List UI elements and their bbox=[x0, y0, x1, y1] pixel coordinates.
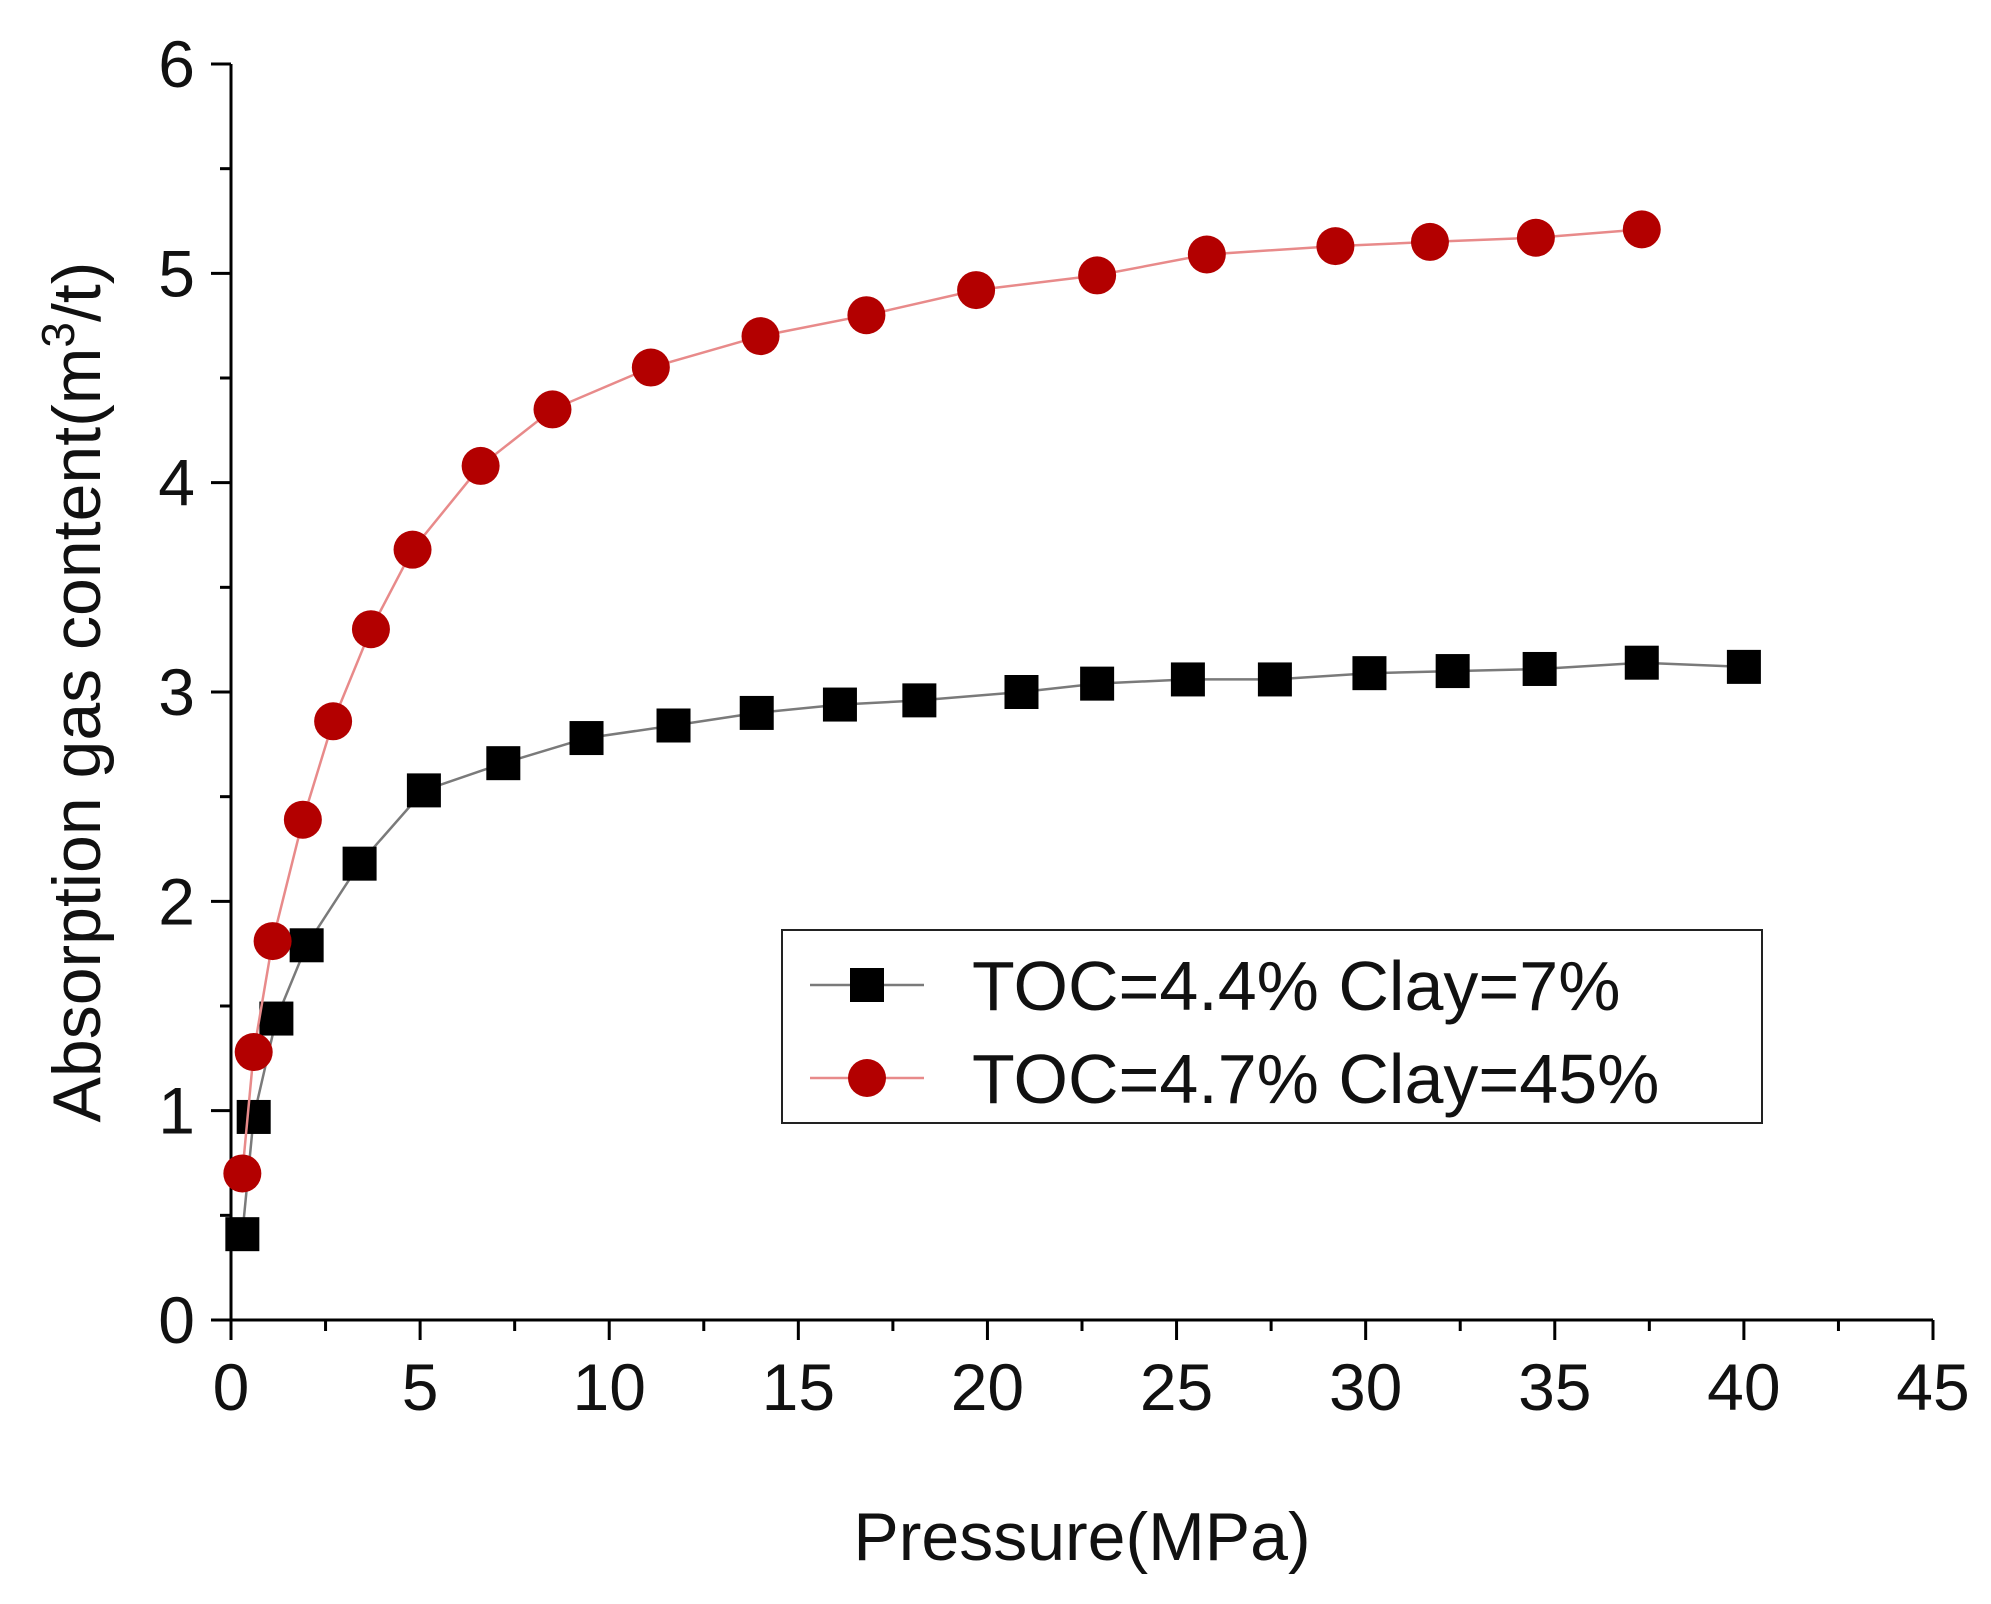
data-point bbox=[822, 687, 857, 722]
data-point bbox=[1622, 210, 1661, 249]
data-point bbox=[741, 317, 780, 356]
data-point bbox=[1410, 222, 1449, 261]
data-point bbox=[1624, 645, 1659, 680]
data-point bbox=[486, 746, 521, 781]
data-point bbox=[225, 1217, 260, 1252]
data-point bbox=[957, 271, 996, 310]
data-point bbox=[656, 708, 691, 743]
x-tick-label: 35 bbox=[1518, 1350, 1591, 1424]
x-tick-label: 20 bbox=[951, 1350, 1024, 1424]
legend-item: TOC=4.4% Clay=7% bbox=[810, 947, 1620, 1025]
x-tick-label: 45 bbox=[1896, 1350, 1969, 1424]
legend: TOC=4.4% Clay=7% TOC=4.7% Clay=45% bbox=[781, 929, 1763, 1124]
y-ticks: 0 1 2 3 4 5 6 bbox=[158, 27, 231, 1357]
data-point bbox=[236, 1099, 271, 1134]
data-point bbox=[1316, 227, 1355, 266]
data-point bbox=[1516, 218, 1555, 257]
x-tick-label: 25 bbox=[1140, 1350, 1213, 1424]
y-axis-title: Absorption gas content(m3/t) bbox=[32, 262, 115, 1123]
y-tick-label: 0 bbox=[158, 1283, 195, 1357]
data-point bbox=[533, 390, 572, 429]
data-point bbox=[393, 530, 432, 569]
data-point bbox=[314, 702, 353, 741]
x-tick-label: 0 bbox=[213, 1350, 250, 1424]
y-tick-label: 3 bbox=[158, 655, 195, 729]
data-point bbox=[631, 348, 670, 387]
y-axis-title-prefix: Absorption gas content(m bbox=[39, 348, 115, 1123]
legend-marker bbox=[848, 1059, 886, 1097]
data-point bbox=[351, 610, 390, 649]
data-point bbox=[1435, 654, 1470, 689]
data-point bbox=[1522, 651, 1557, 686]
data-point bbox=[1170, 662, 1205, 697]
y-axis-title-suffix: /t) bbox=[39, 262, 115, 322]
legend-label: TOC=4.7% Clay=45% bbox=[972, 1040, 1659, 1118]
data-point bbox=[902, 683, 937, 718]
x-tick-label: 30 bbox=[1329, 1350, 1402, 1424]
x-axis-title: Pressure(MPa) bbox=[853, 1499, 1310, 1575]
data-point bbox=[461, 446, 500, 485]
y-tick-label: 1 bbox=[158, 1074, 195, 1148]
data-point bbox=[223, 1154, 262, 1193]
x-tick-label: 40 bbox=[1707, 1350, 1780, 1424]
legend-item: TOC=4.7% Clay=45% bbox=[810, 1040, 1659, 1118]
data-point bbox=[1352, 656, 1387, 691]
series-layer bbox=[223, 210, 1761, 1252]
data-point bbox=[1187, 235, 1226, 274]
x-tick-label: 5 bbox=[402, 1350, 439, 1424]
x-tick-label: 10 bbox=[573, 1350, 646, 1424]
data-point bbox=[847, 296, 886, 335]
data-point bbox=[569, 721, 604, 756]
data-point bbox=[1078, 256, 1117, 295]
data-point bbox=[739, 695, 774, 730]
data-point bbox=[1004, 675, 1039, 709]
data-point bbox=[1080, 666, 1115, 701]
series-2 bbox=[223, 210, 1661, 1193]
data-point bbox=[234, 1033, 273, 1072]
series-1 bbox=[225, 645, 1761, 1252]
y-axis-title-superscript: 3 bbox=[32, 322, 84, 348]
y-tick-label: 4 bbox=[158, 446, 195, 520]
data-point bbox=[289, 928, 324, 963]
data-point bbox=[406, 773, 441, 808]
y-tick-label: 5 bbox=[158, 236, 195, 310]
data-point bbox=[259, 1001, 294, 1036]
data-point bbox=[342, 846, 377, 881]
legend-label: TOC=4.4% Clay=7% bbox=[972, 947, 1620, 1025]
y-tick-label: 2 bbox=[158, 864, 195, 938]
legend-marker bbox=[850, 968, 884, 1002]
legend-items: TOC=4.4% Clay=7% TOC=4.7% Clay=45% bbox=[810, 947, 1659, 1118]
data-point bbox=[253, 922, 292, 961]
legend-box bbox=[781, 929, 1763, 1124]
data-point bbox=[283, 800, 322, 839]
data-point bbox=[1726, 649, 1761, 684]
x-ticks: 0 5 10 15 20 25 30 35 40 45 bbox=[213, 1320, 1970, 1424]
y-tick-label: 6 bbox=[158, 27, 195, 101]
x-tick-label: 15 bbox=[762, 1350, 835, 1424]
data-point bbox=[1257, 662, 1292, 697]
